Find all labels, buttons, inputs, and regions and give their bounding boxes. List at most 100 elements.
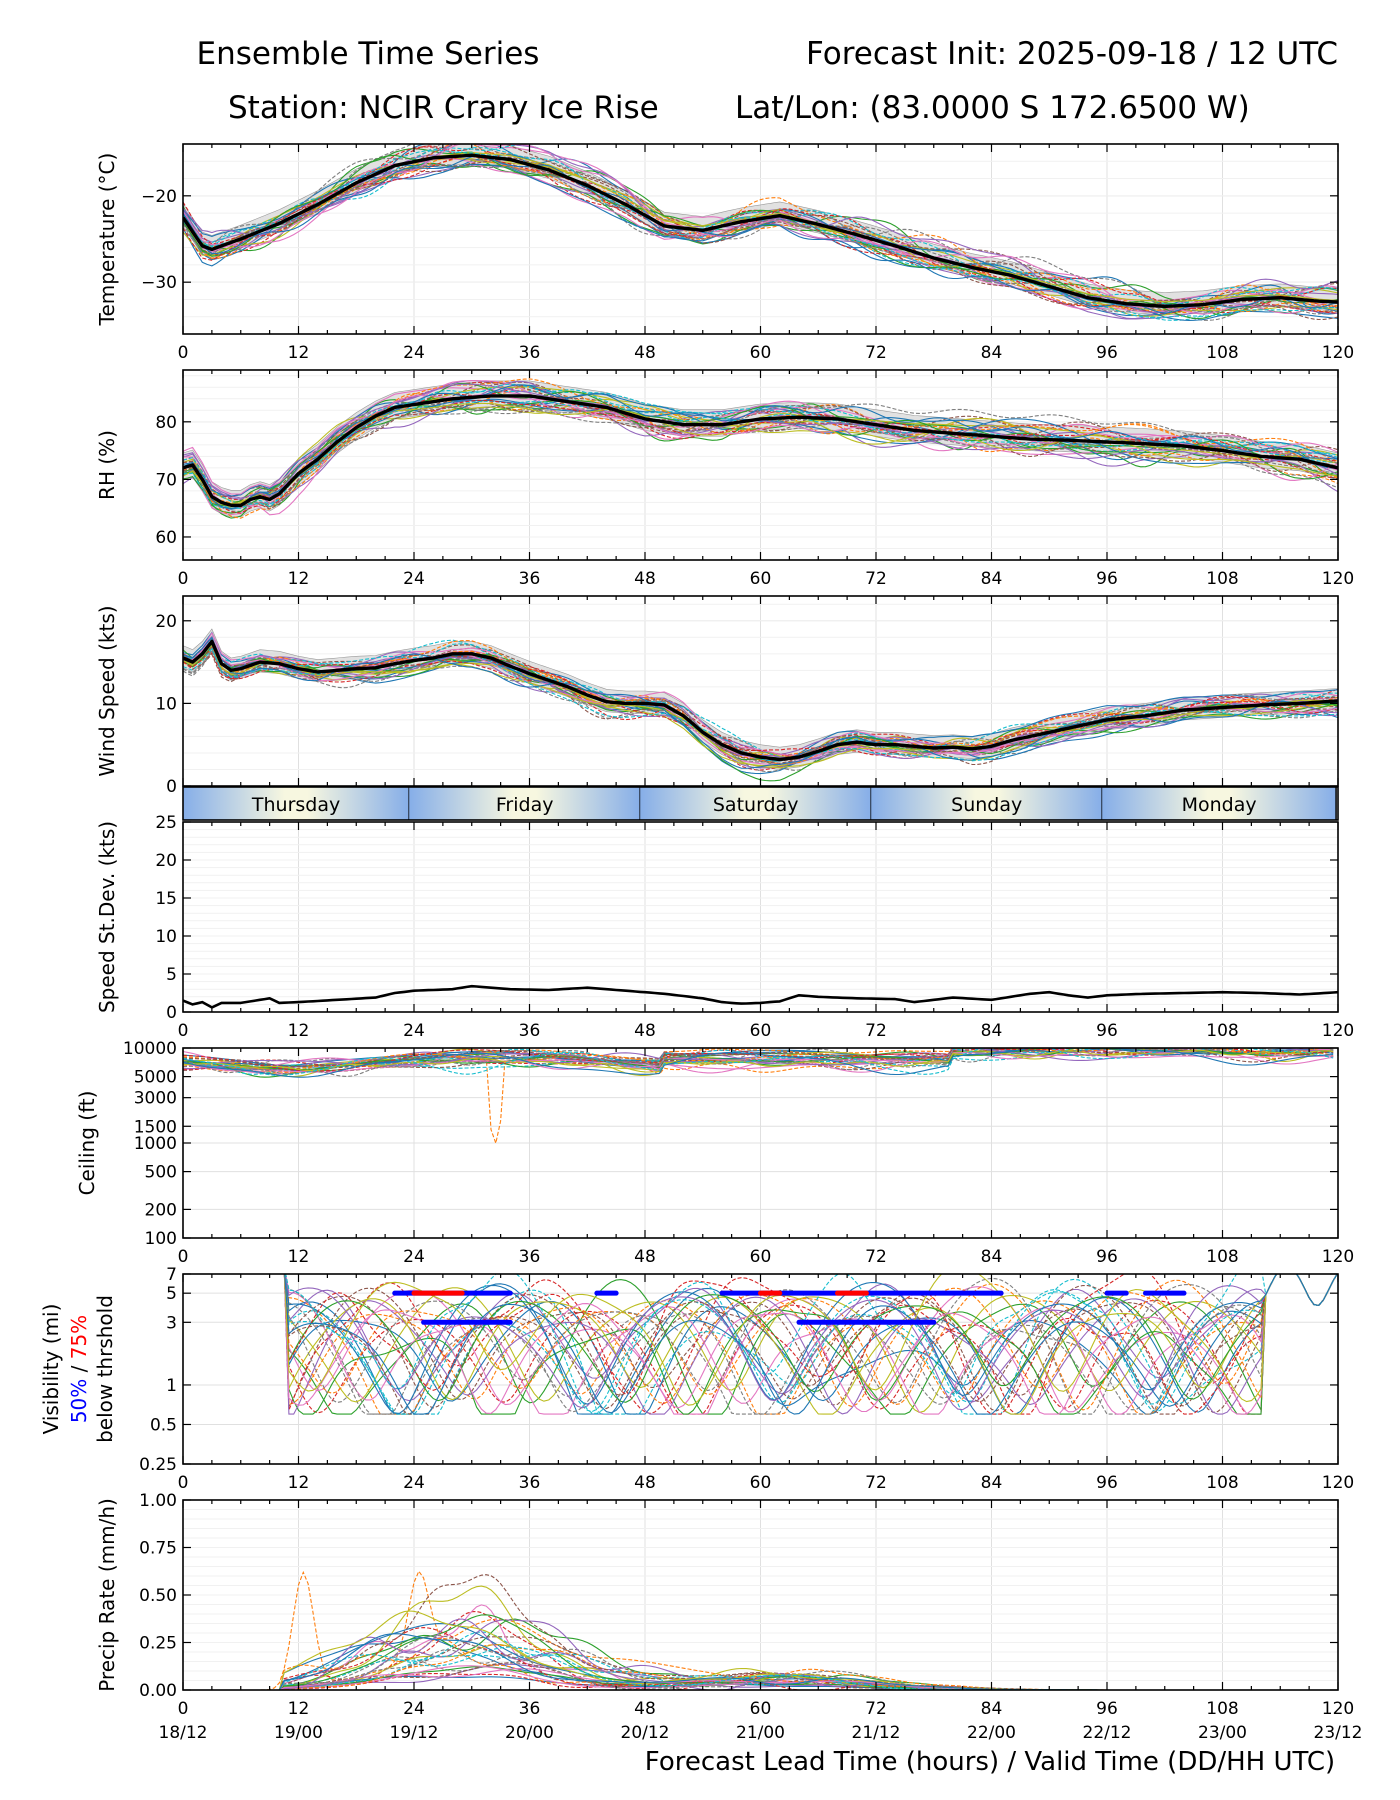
x-valid-label: 20/00 [505, 1723, 554, 1743]
x-valid-label: 18/12 [159, 1723, 208, 1743]
x-tick-label: 72 [865, 343, 887, 363]
x-valid-label: 23/12 [1314, 1723, 1363, 1743]
mean-line-rh [183, 394, 1338, 507]
x-tick-label: 72 [865, 1699, 887, 1719]
station-label: Station: NCIR Crary Ice Rise [228, 90, 659, 126]
member-line [183, 1614, 1338, 1690]
x-tick-label: 60 [750, 1021, 772, 1041]
y-axis-label-speed_sd: Speed St.Dev. (kts) [95, 821, 119, 1013]
member-line [183, 1618, 1338, 1690]
y-tick-label: 5000 [134, 1068, 177, 1088]
panel-wind: 0 10 20 Wind Speed (kts) [95, 595, 1339, 797]
member-line [183, 1048, 1334, 1076]
x-tick-label: 0 [178, 569, 189, 589]
grid-rh [182, 370, 1339, 561]
x-tick-label: 36 [519, 569, 541, 589]
day-band-frame [182, 786, 1339, 821]
y-tick-label: −30 [141, 273, 177, 293]
y-tick-label: 10 [155, 927, 177, 947]
x-tick-label: 72 [865, 1021, 887, 1041]
mean-line-wind [183, 639, 1338, 762]
latlon-label: Lat/Lon: (83.0000 S 172.6500 W) [735, 90, 1250, 126]
panel-precip: 0 12 24 36 48 60 72 84 96 108 120 18/12 19/00 19/12 20… [95, 1491, 1363, 1743]
x-tick-label: 60 [750, 569, 772, 589]
x-tick-label: 36 [519, 1021, 541, 1041]
y-tick-label: −20 [141, 187, 177, 207]
member-line [183, 383, 1338, 509]
x-tick-label: 96 [1096, 1699, 1118, 1719]
x-tick-label: 12 [288, 569, 310, 589]
y-tick-label: 1000 [134, 1134, 177, 1154]
day-band-segment [183, 787, 410, 820]
x-tick-label: 60 [750, 1473, 772, 1493]
plot-area-rh [183, 378, 1338, 519]
member-line [183, 1048, 1334, 1067]
x-tick-label: 48 [634, 569, 656, 589]
day-label: Sunday [951, 794, 1022, 816]
x-tick-label: 60 [750, 343, 772, 363]
x-tick-label: 108 [1206, 1247, 1238, 1267]
y-tick-label: 0.5 [150, 1415, 177, 1435]
member-line [283, 1274, 1338, 1415]
plot-area-wind [183, 628, 1338, 782]
x-tick-label: 0 [178, 1247, 189, 1267]
x-tick-label: 72 [865, 569, 887, 589]
day-band-segment [640, 787, 872, 820]
title-left: Ensemble Time Series [197, 36, 540, 72]
x-tick-label: 36 [519, 1247, 541, 1267]
x-tick-label: 120 [1322, 1247, 1354, 1267]
x-tick-label: 108 [1206, 1021, 1238, 1041]
member-line [183, 1048, 1334, 1078]
member-line [183, 1643, 1338, 1690]
member-line [183, 381, 1338, 501]
member-line [284, 1274, 1338, 1415]
x-valid-label: 21/00 [736, 1723, 785, 1743]
member-line [183, 648, 1338, 763]
member-line [183, 145, 1338, 311]
x-tick-label: 48 [634, 1021, 656, 1041]
x-tick-label: 0 [178, 1021, 189, 1041]
x-tick-label: 96 [1096, 343, 1118, 363]
y-tick-label: 10 [155, 694, 177, 714]
y-axis-label-visibility: Visibility (mi) [39, 1304, 63, 1435]
member-line [283, 1274, 1338, 1415]
x-tick-label: 120 [1322, 1021, 1354, 1041]
member-line [183, 155, 1338, 314]
y-tick-label: 1.00 [139, 1491, 177, 1511]
x-tick-label: 0 [178, 1699, 189, 1719]
member-line [183, 1662, 1338, 1690]
x-tick-label: 48 [634, 1247, 656, 1267]
member-line [283, 1274, 1338, 1415]
member-line [283, 1274, 1338, 1415]
day-band-segment [871, 787, 1103, 820]
x-axis-label: Forecast Lead Time (hours) / Valid Time … [645, 1747, 1335, 1777]
y-tick-label: 0 [166, 1003, 177, 1023]
day-label: Monday [1182, 794, 1257, 816]
x-tick-label: 12 [288, 1247, 310, 1267]
x-tick-label: 84 [981, 343, 1003, 363]
member-line [283, 1274, 1338, 1415]
title-right: Forecast Init: 2025-09-18 / 12 UTC [806, 36, 1338, 72]
x-tick-label: 96 [1096, 1473, 1118, 1493]
member-line [284, 1274, 1338, 1415]
member-line [183, 144, 1338, 304]
plot-area-visibility [283, 1274, 1338, 1415]
x-tick-label: 96 [1096, 1247, 1118, 1267]
x-tick-label: 24 [403, 1699, 425, 1719]
panel-rh: 0 12 24 36 48 60 72 84 96 108 120 60 70 80 RH (%) [95, 369, 1354, 589]
y-tick-label: 0.25 [139, 1455, 177, 1475]
y-axis-label-threshold-note: below thrshold [93, 1295, 117, 1443]
y-tick-label: 0 [166, 777, 177, 797]
y-tick-label: 5 [166, 1284, 177, 1304]
y-axis-label-temperature: Temperature (°C) [95, 153, 119, 327]
x-valid-label: 19/00 [274, 1723, 323, 1743]
x-tick-label: 120 [1322, 1473, 1354, 1493]
member-line [183, 155, 1338, 314]
y-tick-label: 0.00 [139, 1681, 177, 1701]
member-line [183, 144, 1338, 314]
y-axis-label-thresholds: 50% / 75% [67, 1315, 91, 1423]
member-line [183, 1649, 1338, 1690]
panel-speed_sd: 0 12 24 36 48 60 72 84 96 108 120 0 5 10 15 20 25 Speed S… [95, 813, 1354, 1041]
day-band-segment [409, 787, 641, 820]
